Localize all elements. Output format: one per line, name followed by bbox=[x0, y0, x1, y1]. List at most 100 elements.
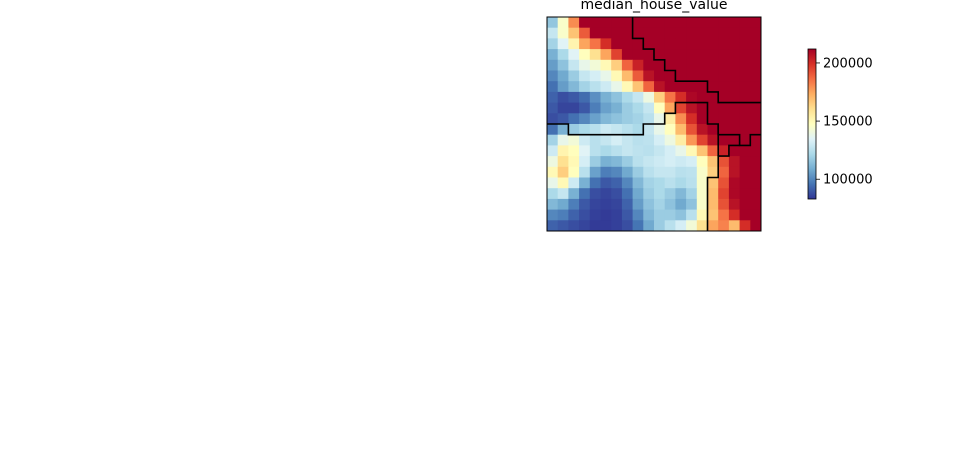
heatmap-cell bbox=[739, 81, 751, 93]
heatmap-cell bbox=[643, 177, 655, 189]
heatmap-cell bbox=[579, 124, 591, 136]
heatmap-cell bbox=[675, 38, 687, 50]
heatmap-cell bbox=[696, 70, 708, 82]
heatmap-cell bbox=[654, 124, 666, 136]
heatmap-cell bbox=[568, 156, 580, 168]
heatmap-cell bbox=[696, 188, 708, 200]
heatmap-cell bbox=[568, 220, 580, 232]
heatmap-cell bbox=[718, 38, 730, 50]
heatmap-cell bbox=[568, 49, 580, 61]
heatmap-cell bbox=[600, 59, 612, 71]
heatmap-cell bbox=[750, 49, 762, 61]
heatmap-cell bbox=[664, 27, 676, 39]
heatmap-cell bbox=[707, 145, 719, 157]
heatmap-cell bbox=[664, 59, 676, 71]
region-boundaries bbox=[547, 17, 761, 231]
heatmap-cell bbox=[664, 198, 676, 210]
heatmap-cell bbox=[547, 38, 559, 50]
heatmap-cell bbox=[707, 49, 719, 61]
heatmap-cell bbox=[654, 156, 666, 168]
heatmap-cell bbox=[611, 81, 623, 93]
heatmap-cell bbox=[611, 59, 623, 71]
heatmap-cell bbox=[632, 91, 644, 103]
heatmap-cell bbox=[675, 145, 687, 157]
heatmap-cell bbox=[707, 156, 719, 168]
heatmap-cell bbox=[589, 102, 601, 114]
heatmap-cell bbox=[643, 124, 655, 136]
heatmap-cell bbox=[739, 156, 751, 168]
heatmap-cell bbox=[568, 188, 580, 200]
heatmap-cell bbox=[621, 145, 633, 157]
heatmap-cell bbox=[632, 134, 644, 146]
heatmap-cell bbox=[686, 156, 698, 168]
heatmap-cell bbox=[728, 198, 740, 210]
heatmap-cell bbox=[643, 81, 655, 93]
heatmap-cell bbox=[568, 59, 580, 71]
heatmap-cell bbox=[686, 124, 698, 136]
heatmap-cell bbox=[664, 166, 676, 178]
heatmap-cells bbox=[547, 17, 762, 232]
colorbar-tick-label: 150000 bbox=[823, 115, 873, 130]
heatmap-cell bbox=[643, 134, 655, 146]
heatmap-cell bbox=[579, 17, 591, 29]
heatmap-cell bbox=[750, 91, 762, 103]
heatmap-cell bbox=[728, 156, 740, 168]
heatmap-cell bbox=[750, 145, 762, 157]
heatmap-cell bbox=[621, 17, 633, 29]
heatmap-cell bbox=[664, 156, 676, 168]
heatmap-cell bbox=[557, 188, 569, 200]
heatmap-cell bbox=[654, 177, 666, 189]
heatmap-cell bbox=[568, 166, 580, 178]
heatmap-cell bbox=[664, 81, 676, 93]
heatmap-cell bbox=[547, 113, 559, 125]
heatmap-cell bbox=[621, 124, 633, 136]
heatmap-cell bbox=[654, 38, 666, 50]
heatmap-cell bbox=[557, 102, 569, 114]
heatmap-cell bbox=[696, 156, 708, 168]
heatmap-cell bbox=[654, 59, 666, 71]
heatmap-cell bbox=[557, 177, 569, 189]
heatmap-cell bbox=[696, 177, 708, 189]
heatmap-cell bbox=[718, 134, 730, 146]
heatmap-cell bbox=[579, 188, 591, 200]
heatmap-cell bbox=[611, 198, 623, 210]
heatmap-cell bbox=[718, 91, 730, 103]
heatmap-cell bbox=[664, 209, 676, 221]
heatmap-cell bbox=[600, 177, 612, 189]
heatmap-cell bbox=[750, 134, 762, 146]
heatmap-cell bbox=[643, 209, 655, 221]
heatmap-cell bbox=[739, 209, 751, 221]
heatmap-cell bbox=[675, 166, 687, 178]
heatmap-cell bbox=[547, 124, 559, 136]
heatmap-cell bbox=[557, 220, 569, 232]
heatmap-cell bbox=[557, 166, 569, 178]
heatmap-cell bbox=[611, 145, 623, 157]
heatmap-cell bbox=[739, 198, 751, 210]
heatmap-cell bbox=[621, 81, 633, 93]
heatmap-cell bbox=[750, 113, 762, 125]
heatmap-cell bbox=[654, 91, 666, 103]
heatmap-cell bbox=[686, 17, 698, 29]
heatmap-cell bbox=[675, 124, 687, 136]
heatmap-cell bbox=[557, 91, 569, 103]
heatmap-cell bbox=[675, 81, 687, 93]
heatmap-cell bbox=[557, 70, 569, 82]
heatmap-cell bbox=[589, 166, 601, 178]
region-boundary-line bbox=[547, 101, 761, 147]
heatmap-cell bbox=[600, 198, 612, 210]
heatmap-cell bbox=[707, 177, 719, 189]
chart-title: median_house_value bbox=[581, 0, 728, 13]
heatmap-cell bbox=[696, 91, 708, 103]
heatmap-cell bbox=[654, 17, 666, 29]
heatmap-cell bbox=[643, 70, 655, 82]
heatmap-cell bbox=[611, 220, 623, 232]
heatmap-cell bbox=[686, 177, 698, 189]
heatmap-cell bbox=[600, 209, 612, 221]
heatmap-cell bbox=[718, 198, 730, 210]
heatmap-cell bbox=[728, 91, 740, 103]
heatmap-cell bbox=[600, 156, 612, 168]
heatmap-cell bbox=[557, 17, 569, 29]
heatmap-cell bbox=[654, 145, 666, 157]
heatmap-cell bbox=[589, 59, 601, 71]
heatmap-cell bbox=[611, 17, 623, 29]
